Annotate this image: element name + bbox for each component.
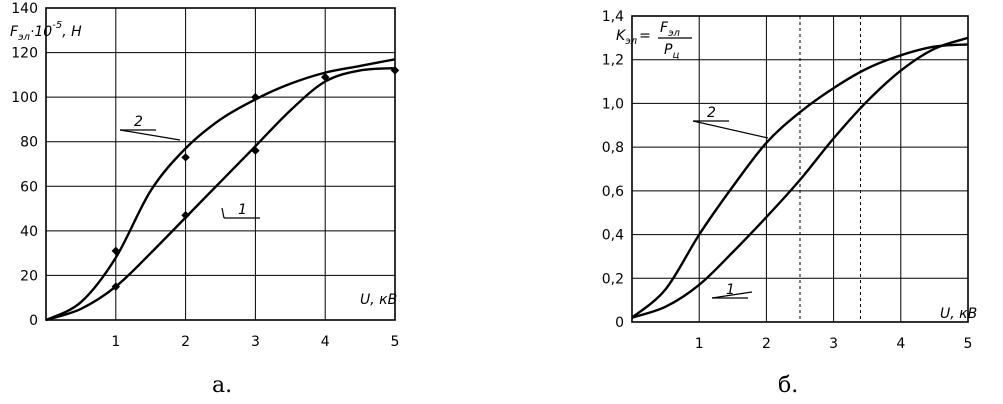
chart-b-xlabel: U, кВ: [940, 306, 977, 322]
chart-a-grid: [46, 8, 395, 320]
chart-a-ytick-label: 80: [20, 135, 38, 151]
chart-b: 12 00,20,40,60,81,01,21,41 2 3 4 5 Kэл = Fэл …: [602, 9, 977, 398]
chart-a-ytick-label: 60: [20, 179, 38, 195]
chart-a-series-1-leader: [221, 207, 225, 219]
chart-a-series-1-line: [45, 67, 396, 322]
chart-b-xtick-label: 3: [829, 336, 838, 352]
chart-a-series-2-label: 2: [134, 114, 143, 130]
chart-b-ytick-label: 0,8: [602, 140, 624, 156]
chart-a-series-1-point: [181, 211, 190, 220]
chart-a-series-2-line: [45, 58, 396, 322]
chart-a-series-2-point: [111, 246, 121, 256]
chart-a-xtick-label: 2: [181, 334, 190, 350]
chart-a-ytick-label: 100: [11, 90, 38, 106]
chart-b-ytick-label: 1,2: [602, 53, 624, 69]
chart-a-xtick-label: 1: [111, 334, 120, 350]
chart-b-series-2-label: 2: [707, 105, 716, 121]
chart-b-tick-labels: 00,20,40,60,81,01,21,41 2 3 4 5: [602, 9, 973, 352]
chart-a-ytick-label: 120: [11, 46, 38, 62]
chart-a-ytick-label: 40: [20, 224, 38, 240]
chart-a-series-1-point: [320, 72, 330, 82]
chart-a-series-1-label: 1: [238, 202, 247, 218]
chart-a-xtick-label: 3: [251, 334, 260, 350]
chart-b-series-1-leader: [711, 291, 753, 299]
chart-a-xlabel: U, кВ: [360, 292, 397, 308]
chart-b-xtick-label: 1: [695, 336, 704, 352]
chart-b-plot-frame: [631, 15, 969, 323]
chart-a-ytick-label: 140: [11, 1, 38, 17]
chart-a-plot-frame: [45, 7, 396, 321]
chart-a-series-2-point: [251, 92, 260, 102]
chart-b-series-2-leader: [692, 120, 769, 139]
chart-a-ytick-label: 20: [20, 268, 38, 284]
chart-b-dashed-lines: [799, 16, 861, 322]
chart-a-ytick-label: 0: [29, 313, 38, 329]
chart-b-ytick-label: 1,0: [602, 96, 624, 112]
chart-b-series-1-label: 1: [726, 282, 735, 298]
chart-b-ytick-label: 0,6: [602, 184, 624, 200]
chart-b-xtick-label: 5: [964, 336, 973, 352]
chart-b-sublabel: б.: [778, 373, 798, 398]
chart-a-ylabel: Fэл·10-5, Н: [10, 20, 82, 43]
chart-a-series-2-point: [181, 153, 190, 162]
chart-a-curves: 12: [45, 58, 400, 322]
chart-b-curves: 12: [631, 36, 969, 319]
chart-a-series-1-point: [111, 282, 121, 291]
chart-b-ytick-label: 0,4: [602, 228, 624, 244]
chart-b-xtick-label: 4: [896, 336, 905, 352]
chart-b-ylabel-numerator: Fэл: [660, 20, 681, 39]
chart-b-ytick-label: 0: [615, 315, 624, 331]
chart-a-xtick-label: 4: [321, 334, 330, 350]
chart-b-series-2-line: [631, 43, 969, 319]
chart-b-ytick-label: 1,4: [602, 9, 624, 25]
chart-b-ytick-label: 0,2: [602, 271, 624, 287]
chart-a-series-1-point: [251, 146, 260, 155]
chart-b-ylabel-k: Kэл =: [616, 28, 651, 47]
chart-a-series-2-leader: [119, 129, 181, 141]
chart-a-xtick-label: 5: [391, 334, 400, 350]
chart-b-series-1-line: [631, 36, 969, 319]
chart-a-series-1-point: [390, 66, 400, 75]
chart-b-xtick-label: 2: [762, 336, 771, 352]
chart-a-sublabel: а.: [212, 373, 232, 398]
chart-b-ylabel-denominator: Pц: [664, 42, 679, 61]
